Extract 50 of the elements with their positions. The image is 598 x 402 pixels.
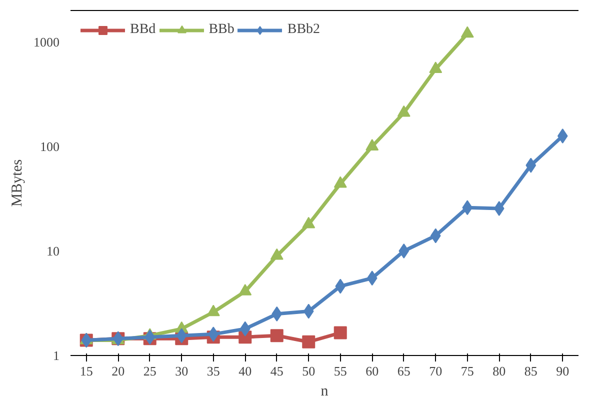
x-tick-label: 55 <box>334 364 347 378</box>
point <box>460 26 474 38</box>
x-tick-label: 20 <box>112 364 125 378</box>
x-tick-label: 25 <box>143 364 156 378</box>
point <box>366 139 379 150</box>
point <box>238 284 252 296</box>
x-tick-label: 45 <box>270 364 284 378</box>
x-tick-label: 30 <box>175 364 188 378</box>
x-tick-label: 70 <box>429 364 442 378</box>
point <box>302 216 316 228</box>
legend-label: BBb2 <box>287 22 320 38</box>
point <box>429 62 442 74</box>
point <box>240 321 250 336</box>
x-tick-label: 50 <box>302 364 316 378</box>
x-tick-label: 80 <box>492 364 506 378</box>
point <box>335 278 346 294</box>
x-tick-label: 85 <box>524 364 538 378</box>
point <box>272 306 282 322</box>
point <box>144 330 156 345</box>
point <box>494 201 504 216</box>
point <box>557 128 568 144</box>
x-tick-label: 90 <box>556 364 570 378</box>
point <box>176 328 187 344</box>
x-tick-label: 15 <box>80 364 93 378</box>
point <box>430 228 441 244</box>
x-tick-label: 65 <box>397 364 410 378</box>
y-tick-label: 1000 <box>34 34 60 50</box>
y-tick-label: 100 <box>40 138 60 154</box>
point <box>303 304 314 319</box>
point <box>302 335 316 348</box>
y-tick-label: 10 <box>46 243 60 258</box>
legend-label: BBb <box>208 22 234 38</box>
y-tick-label: 1 <box>53 348 60 363</box>
point <box>398 243 410 258</box>
x-tick-label: 40 <box>238 364 252 378</box>
y-axis-title: MBytes <box>10 159 26 207</box>
x-tick-label: 60 <box>366 364 379 378</box>
point <box>334 326 347 340</box>
x-axis-title: n <box>320 384 329 400</box>
point <box>208 326 219 342</box>
point <box>366 270 378 286</box>
point <box>462 200 473 216</box>
x-tick-label: 75 <box>460 364 474 378</box>
point <box>270 329 284 342</box>
x-tick-label: 35 <box>206 364 220 378</box>
point <box>397 105 410 117</box>
point <box>334 176 347 188</box>
point <box>526 158 536 173</box>
legend-label: BBd <box>130 22 156 38</box>
point <box>270 248 284 260</box>
